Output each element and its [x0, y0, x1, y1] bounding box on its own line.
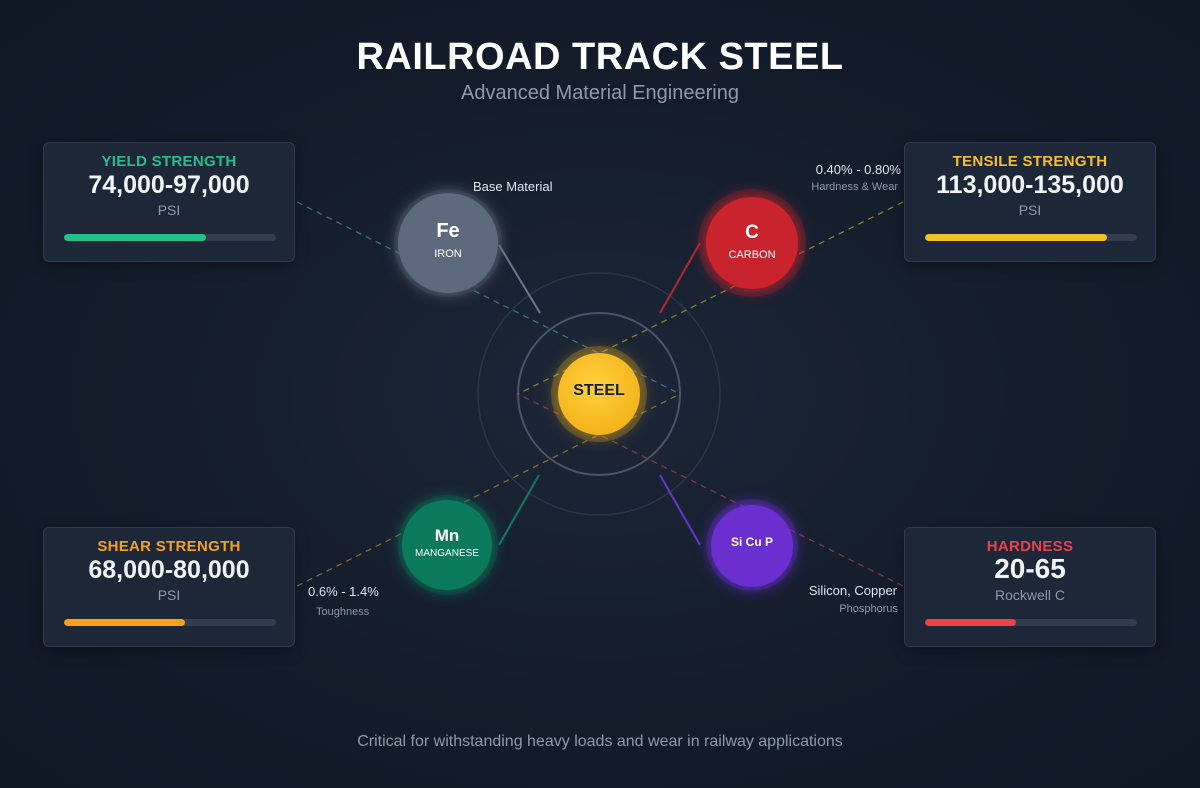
tensile-strength-card: TENSILE STRENGTH 113,000-135,000 PSI: [904, 142, 1156, 262]
trace-link: [659, 474, 701, 546]
steel-label: STEEL: [573, 382, 625, 399]
carbon-symbol: C: [745, 222, 759, 243]
hardness-label: HARDNESS: [986, 538, 1074, 555]
iron-node: Fe IRON: [398, 193, 498, 293]
hardness-value: 20-65: [994, 553, 1066, 584]
page-title: RAILROAD TRACK STEEL: [356, 36, 844, 78]
hardness-connector: [517, 393, 904, 587]
trace-elements-note-sub: Phosphorus: [839, 603, 898, 615]
hardness-unit: Rockwell C: [994, 587, 1065, 603]
trace-elements-node: Si Cu P: [711, 505, 793, 587]
carbon-name: CARBON: [728, 249, 776, 261]
tensile-strength-label: TENSILE STRENGTH: [952, 153, 1108, 170]
yield-strength-label: YIELD STRENGTH: [101, 153, 237, 170]
manganese-name: MANGANESE: [415, 548, 479, 559]
yield-strength-unit: PSI: [157, 202, 181, 218]
tensile-connector: [517, 201, 904, 395]
page-subtitle: Advanced Material Engineering: [461, 82, 739, 104]
iron-note: Base Material: [473, 179, 553, 194]
manganese-symbol: Mn: [434, 526, 460, 545]
iron-link: [498, 244, 541, 314]
yield-strength-value: 74,000-97,000: [88, 171, 250, 199]
tensile-strength-bar-fill: [925, 234, 1108, 241]
shear-strength-label: SHEAR STRENGTH: [97, 538, 241, 555]
carbon-note: 0.40% - 0.80%: [815, 162, 901, 177]
outer-orbit-ring: [477, 272, 721, 516]
trace-elements-symbol: Si Cu P: [730, 535, 773, 549]
steel-node: STEEL: [558, 353, 640, 435]
carbon-note-sub: Hardness & Wear: [811, 181, 898, 193]
iron-symbol: Fe: [436, 220, 460, 242]
iron-name: IRON: [434, 248, 462, 260]
shear-strength-value: 68,000-80,000: [88, 556, 250, 584]
shear-strength-bar: [64, 619, 276, 626]
yield-strength-bar: [64, 234, 276, 241]
yield-strength-card: YIELD STRENGTH 74,000-97,000 PSI: [43, 142, 295, 262]
manganese-note-sub: Toughness: [316, 606, 370, 618]
footer-caption: Critical for withstanding heavy loads an…: [357, 733, 843, 750]
manganese-note: 0.6% - 1.4%: [308, 584, 379, 599]
tensile-strength-value: 113,000-135,000: [936, 171, 1124, 199]
carbon-node: C CARBON: [706, 197, 798, 289]
hardness-card: HARDNESS 20-65 Rockwell C: [904, 527, 1156, 647]
manganese-node: Mn MANGANESE: [402, 500, 492, 590]
carbon-link: [659, 242, 701, 314]
shear-strength-bar-fill: [64, 619, 185, 626]
tensile-strength-unit: PSI: [1018, 202, 1042, 218]
manganese-link: [498, 474, 540, 546]
shear-strength-card: SHEAR STRENGTH 68,000-80,000 PSI: [43, 527, 295, 647]
shear-strength-unit: PSI: [157, 587, 181, 603]
trace-elements-note: Silicon, Copper: [808, 583, 897, 598]
yield-strength-bar-fill: [64, 234, 207, 241]
tensile-strength-bar: [925, 234, 1137, 241]
hardness-bar-fill: [925, 619, 1017, 626]
hardness-bar: [925, 619, 1137, 626]
